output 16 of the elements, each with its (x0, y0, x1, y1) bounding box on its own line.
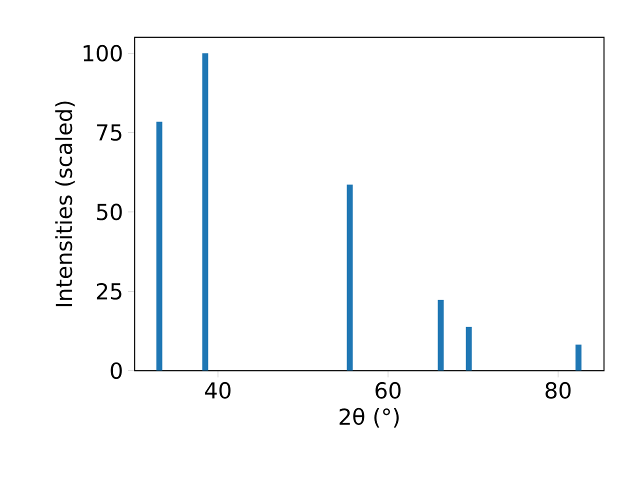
bar (202, 53, 208, 371)
y-tick-label: 100 (84, 44, 122, 62)
x-tick-label: 40 (205, 382, 231, 399)
y-tick-label: 75 (97, 124, 122, 141)
bar (576, 344, 582, 371)
bar (466, 326, 472, 371)
bar (346, 184, 353, 371)
y-tick-label: 0 (110, 362, 122, 379)
x-tick-label: 60 (376, 382, 401, 399)
x-tick-label: 80 (546, 382, 571, 399)
y-tick-label: 25 (96, 282, 122, 300)
y-axis-title: Intensities (scaled) (55, 102, 75, 306)
x-axis-title: 2θ (°) (340, 408, 399, 428)
bar (438, 300, 444, 371)
bar (156, 122, 162, 371)
y-tick-label: 50 (96, 204, 122, 220)
